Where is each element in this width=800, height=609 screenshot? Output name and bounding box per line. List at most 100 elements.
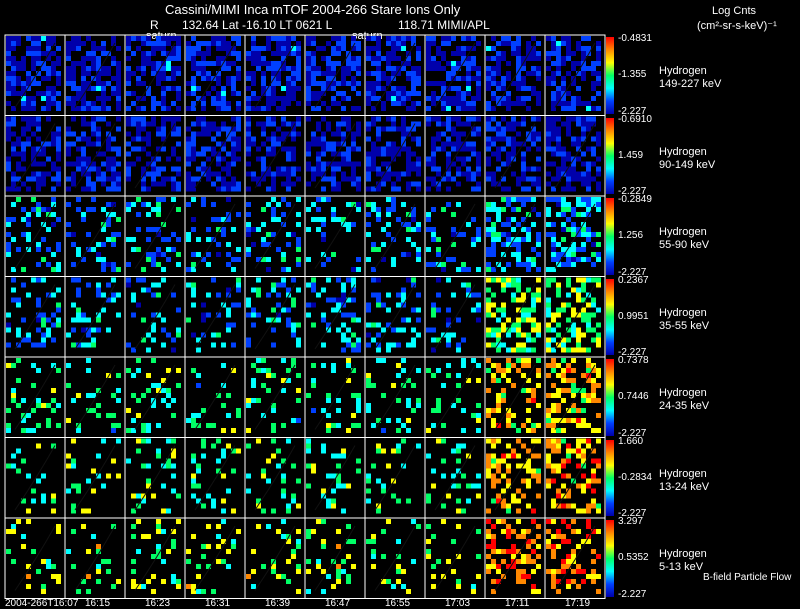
heatmap-cell — [96, 327, 101, 333]
heatmap-cell — [486, 473, 491, 479]
heatmap-cell — [426, 227, 431, 232]
heatmap-cell — [386, 146, 391, 152]
heatmap-cell — [436, 166, 441, 172]
heatmap-cell — [136, 277, 141, 283]
heatmap-cell — [6, 327, 11, 333]
heatmap-cell — [536, 453, 541, 459]
heatmap-cell — [161, 136, 166, 142]
heatmap-cell — [451, 61, 456, 66]
heatmap-cell — [566, 458, 571, 464]
heatmap-cell — [381, 393, 386, 398]
heatmap-cell — [566, 262, 571, 267]
heatmap-cell — [36, 403, 41, 408]
heatmap-cell — [346, 227, 351, 232]
heatmap-cell — [446, 202, 451, 207]
b-field-line — [134, 203, 176, 269]
heatmap-cell — [336, 186, 341, 192]
heatmap-cell — [466, 146, 471, 152]
heatmap-cell — [406, 498, 411, 504]
heatmap-cell — [21, 458, 26, 464]
heatmap-cell — [391, 86, 396, 91]
colorbar-6 — [606, 520, 614, 597]
heatmap-cell — [176, 171, 181, 177]
heatmap-cell — [146, 579, 151, 584]
heatmap-cell — [531, 317, 536, 323]
heatmap-cell — [446, 277, 451, 283]
heatmap-cell — [326, 66, 331, 71]
heatmap-cell — [356, 66, 361, 71]
time-tick-label: 17:11 — [505, 598, 530, 609]
heatmap-cell — [231, 161, 236, 167]
heatmap-cell — [151, 51, 156, 56]
heatmap-cell — [486, 564, 491, 569]
heatmap-cell — [276, 171, 281, 177]
heatmap-cell — [406, 418, 411, 423]
heatmap-cell — [321, 342, 326, 348]
heatmap-cell — [551, 232, 556, 237]
heatmap-cell — [291, 554, 296, 559]
heatmap-cell — [551, 76, 556, 81]
heatmap-cell — [156, 66, 161, 71]
heatmap-cell — [461, 337, 466, 343]
heatmap-cell — [396, 579, 401, 584]
heatmap-cell — [381, 554, 386, 559]
heatmap-cell — [561, 56, 566, 61]
heatmap-cell — [296, 116, 301, 122]
heatmap-cell — [196, 483, 201, 489]
heatmap-cell — [21, 126, 26, 132]
heatmap-cell — [426, 428, 431, 433]
heatmap-cell — [196, 61, 201, 66]
heatmap-cell — [86, 101, 91, 106]
heatmap-cell — [161, 579, 166, 584]
colorbar-min: -2.227 — [618, 105, 647, 117]
heatmap-cell — [551, 579, 556, 584]
heatmap-cell — [186, 559, 191, 564]
heatmap-cell — [146, 171, 151, 177]
heatmap-cell — [136, 519, 141, 524]
b-field-line — [494, 525, 536, 591]
heatmap-cell — [281, 166, 286, 172]
heatmap-cell — [441, 41, 446, 46]
heatmap-cell — [536, 252, 541, 257]
heatmap-cell — [366, 257, 371, 262]
heatmap-cell — [71, 101, 76, 106]
heatmap-cell — [536, 101, 541, 106]
heatmap-cell — [341, 161, 346, 167]
heatmap-cell — [136, 46, 141, 51]
heatmap-cell — [131, 569, 136, 574]
heatmap-cell — [316, 292, 321, 298]
heatmap-cell — [371, 116, 376, 122]
heatmap-cell — [171, 71, 176, 76]
heatmap-cell — [566, 277, 571, 283]
heatmap-cell — [556, 503, 561, 509]
heatmap-cell — [566, 493, 571, 499]
heatmap-cell — [71, 483, 76, 489]
heatmap-cell — [321, 161, 326, 167]
heatmap-cell — [521, 237, 526, 242]
heatmap-cell — [501, 36, 506, 41]
heatmap-cell — [371, 36, 376, 41]
heatmap-cell — [31, 176, 36, 182]
panel-r0-c9 — [544, 34, 606, 116]
heatmap-cell — [26, 292, 31, 298]
heatmap-cell — [306, 76, 311, 81]
heatmap-cell — [106, 176, 111, 182]
heatmap-cell — [86, 71, 91, 76]
heatmap-cell — [31, 498, 36, 504]
heatmap-cell — [66, 332, 71, 338]
heatmap-cell — [41, 257, 46, 262]
heatmap-cell — [536, 96, 541, 101]
heatmap-cell — [521, 317, 526, 323]
heatmap-cell — [511, 116, 516, 122]
l-value: 118.71 MIMI/APL — [398, 18, 490, 32]
heatmap-cell — [516, 237, 521, 242]
heatmap-cell — [101, 66, 106, 71]
heatmap-cell — [306, 166, 311, 172]
heatmap-cell — [11, 46, 16, 51]
heatmap-cell — [431, 574, 436, 579]
heatmap-cell — [26, 86, 31, 91]
heatmap-cell — [546, 393, 551, 398]
heatmap-cell — [286, 307, 291, 313]
heatmap-cell — [226, 443, 231, 449]
heatmap-cell — [561, 146, 566, 152]
